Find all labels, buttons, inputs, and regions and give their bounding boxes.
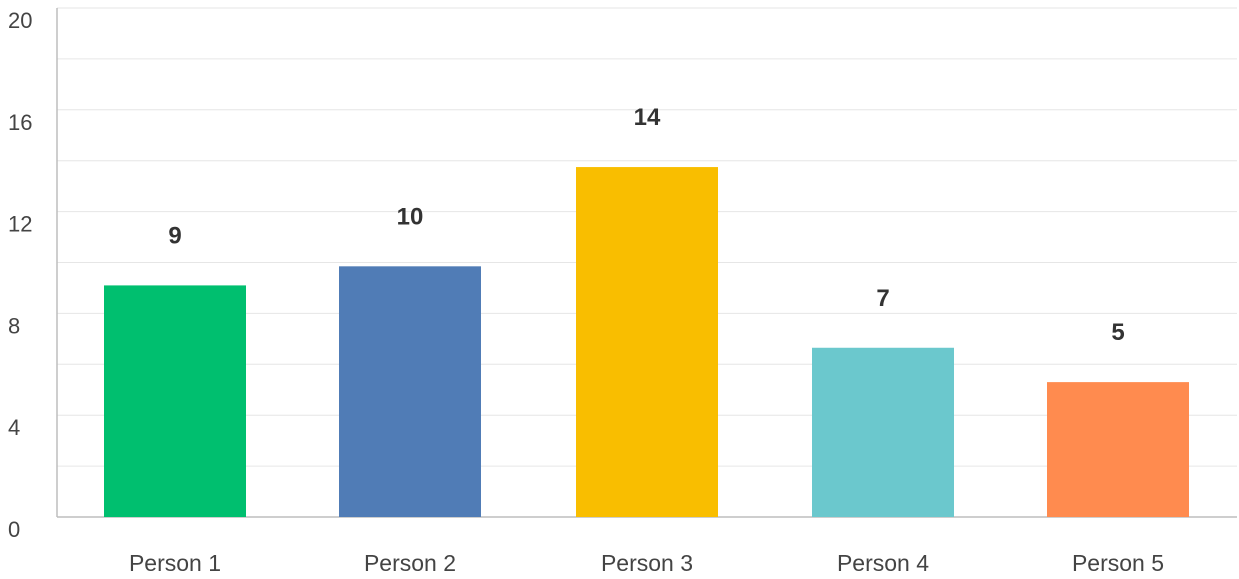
bar (1047, 382, 1189, 517)
data-label: 10 (397, 203, 424, 230)
y-tick-label: 16 (8, 110, 32, 135)
x-category-label: Person 2 (364, 550, 456, 576)
data-labels: 9 10 14 7 5 (168, 104, 1124, 346)
x-category-label: Person 3 (601, 550, 693, 576)
y-tick-label: 0 (8, 517, 20, 542)
data-label: 5 (1111, 319, 1124, 346)
x-category-label: Person 5 (1072, 550, 1164, 576)
bar (576, 167, 718, 517)
data-label: 14 (634, 104, 661, 131)
bar (339, 266, 481, 517)
data-label: 9 (168, 222, 181, 249)
x-axis-categories: Person 1 Person 2 Person 3 Person 4 Person 5 (129, 550, 1164, 576)
y-tick-label: 8 (8, 313, 20, 338)
bars (104, 167, 1189, 517)
data-label: 7 (876, 285, 889, 312)
bar (812, 347, 954, 517)
y-tick-label: 12 (8, 212, 32, 237)
bar (104, 285, 246, 517)
y-axis-ticks: 0 4 8 12 16 20 (8, 8, 32, 542)
x-category-label: Person 4 (837, 550, 929, 576)
x-category-label: Person 1 (129, 550, 221, 576)
y-tick-label: 4 (8, 415, 20, 440)
y-tick-label: 20 (8, 8, 32, 33)
